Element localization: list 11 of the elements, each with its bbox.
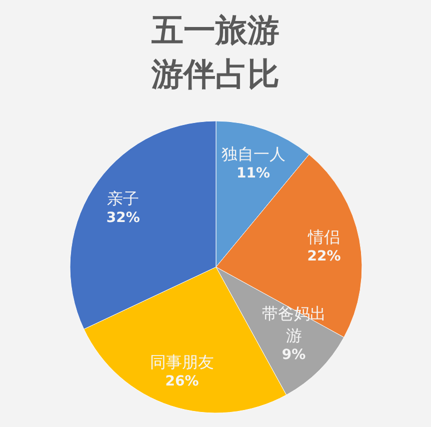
slice-label: 带爸妈出游 [262, 304, 326, 345]
data-label: 11% [236, 166, 270, 182]
data-label: 32% [106, 210, 140, 226]
data-label: 26% [165, 374, 199, 390]
data-label: 22% [307, 248, 341, 264]
data-label: 9% [282, 346, 306, 363]
slice-label: 亲子 [107, 189, 140, 208]
slice-label: 同事朋友 [150, 352, 214, 372]
chart-title: 五一旅游游伴占比 [150, 11, 280, 93]
slice-label: 独自一人 [221, 144, 286, 164]
slice-label: 情侣 [307, 227, 340, 246]
